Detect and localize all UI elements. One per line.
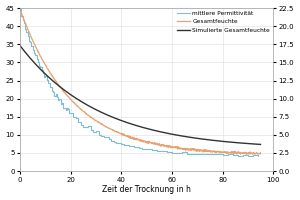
Simulierte Gesamtfeuchte bbox=[158, 130, 161, 133]
Gesamtfeuchte bbox=[201, 150, 204, 153]
Gesamtfeuchte bbox=[251, 153, 254, 155]
Gesamtfeuchte bbox=[259, 151, 262, 154]
Simulierte Gesamtfeuchte bbox=[33, 62, 37, 65]
X-axis label: Zeit der Trocknung in h: Zeit der Trocknung in h bbox=[102, 185, 191, 194]
mittlere Permittivität bbox=[130, 144, 133, 147]
Gesamtfeuchte bbox=[158, 144, 161, 146]
Gesamtfeuchte bbox=[18, 9, 22, 11]
mittlere Permittivität bbox=[256, 155, 260, 157]
Simulierte Gesamtfeuchte bbox=[225, 141, 229, 143]
Legend: mittlere Permittivität, Gesamtfeuchte, Simulierte Gesamtfeuchte: mittlere Permittivität, Gesamtfeuchte, S… bbox=[177, 11, 270, 33]
Line: Simulierte Gesamtfeuchte: Simulierte Gesamtfeuchte bbox=[20, 46, 260, 144]
Gesamtfeuchte bbox=[164, 145, 168, 147]
mittlere Permittivität bbox=[160, 150, 164, 152]
Simulierte Gesamtfeuchte bbox=[259, 143, 262, 146]
Line: Gesamtfeuchte: Gesamtfeuchte bbox=[20, 10, 260, 154]
Gesamtfeuchte bbox=[171, 146, 175, 149]
mittlere Permittivität bbox=[18, 8, 22, 10]
Gesamtfeuchte bbox=[225, 152, 229, 155]
mittlere Permittivität bbox=[37, 65, 41, 68]
Simulierte Gesamtfeuchte bbox=[164, 132, 168, 134]
Simulierte Gesamtfeuchte bbox=[171, 133, 175, 136]
mittlere Permittivität bbox=[34, 54, 37, 57]
Simulierte Gesamtfeuchte bbox=[18, 45, 22, 47]
Line: mittlere Permittivität: mittlere Permittivität bbox=[20, 9, 258, 156]
mittlere Permittivität bbox=[42, 76, 46, 78]
Gesamtfeuchte bbox=[33, 44, 37, 46]
Simulierte Gesamtfeuchte bbox=[201, 138, 204, 140]
mittlere Permittivität bbox=[84, 125, 88, 128]
